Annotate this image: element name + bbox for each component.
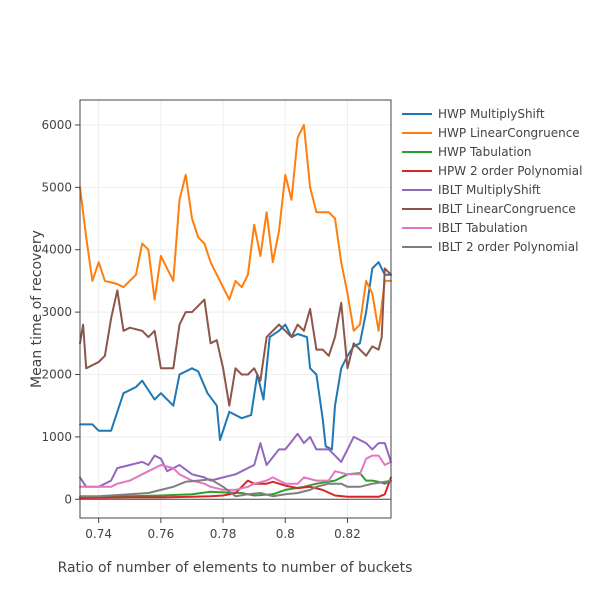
series-line-iblt-linearcongruence [79, 267, 392, 407]
x-tick-label: 0.8 [276, 527, 295, 541]
series-line-iblt-multiplyshift [79, 432, 392, 488]
legend-item-iblt-linearcongruence[interactable]: IBLT LinearCongruence [402, 202, 576, 216]
y-tick-label: 2000 [41, 368, 72, 382]
x-tick-label: 0.74 [85, 527, 112, 541]
legend-item-hwp-tabulation[interactable]: HWP Tabulation [402, 145, 532, 159]
y-axis-ticks: 0 1000 2000 3000 4000 5000 6000 [41, 118, 80, 506]
legend-label: IBLT Tabulation [438, 221, 528, 235]
x-tick-label: 0.76 [148, 527, 175, 541]
legend-item-hwp-multiplyshift[interactable]: HWP MultiplyShift [402, 107, 545, 121]
series-line-hwp-linearcongruence [79, 124, 392, 332]
legend-item-hwp-linearcongruence[interactable]: HWP LinearCongruence [402, 126, 580, 140]
y-tick-label: 0 [64, 492, 72, 506]
series-line-hpw-2-order-polynomial [79, 476, 392, 499]
y-tick-label: 4000 [41, 243, 72, 257]
legend-item-iblt-tabulation[interactable]: IBLT Tabulation [402, 221, 528, 235]
series-line-iblt-tabulation [79, 454, 392, 491]
series-lines [79, 124, 392, 499]
legend-item-iblt-multiplyshift[interactable]: IBLT MultiplyShift [402, 183, 541, 197]
y-tick-label: 5000 [41, 180, 72, 194]
y-tick-label: 3000 [41, 305, 72, 319]
legend-label: IBLT 2 order Polynomial [438, 240, 578, 254]
series-line-iblt-2-order-polynomial [79, 478, 392, 498]
x-axis-title: Ratio of number of elements to number of… [58, 560, 413, 576]
plot-area-frame [79, 99, 392, 519]
x-axis-ticks: 0.74 0.76 0.78 0.8 0.82 [85, 518, 361, 541]
y-tick-label: 1000 [41, 430, 72, 444]
legend-label: HWP LinearCongruence [438, 126, 580, 140]
legend-label: IBLT LinearCongruence [438, 202, 576, 216]
y-tick-label: 6000 [41, 118, 72, 132]
legend-label: HWP Tabulation [438, 145, 532, 159]
grid [80, 100, 391, 518]
legend[interactable]: HWP MultiplyShift HWP LinearCongruence HWP… [402, 107, 582, 254]
series-line-hwp-tabulation [79, 472, 392, 499]
legend-item-hpw-2-order-polynomial[interactable]: HPW 2 order Polynomial [402, 164, 582, 178]
x-tick-label: 0.78 [210, 527, 237, 541]
legend-item-iblt-2-order-polynomial[interactable]: IBLT 2 order Polynomial [402, 240, 578, 254]
legend-label: IBLT MultiplyShift [438, 183, 541, 197]
legend-label: HWP MultiplyShift [438, 107, 545, 121]
x-tick-label: 0.82 [334, 527, 361, 541]
legend-label: HPW 2 order Polynomial [438, 164, 582, 178]
y-axis-title: Mean time of recovery [29, 230, 45, 388]
